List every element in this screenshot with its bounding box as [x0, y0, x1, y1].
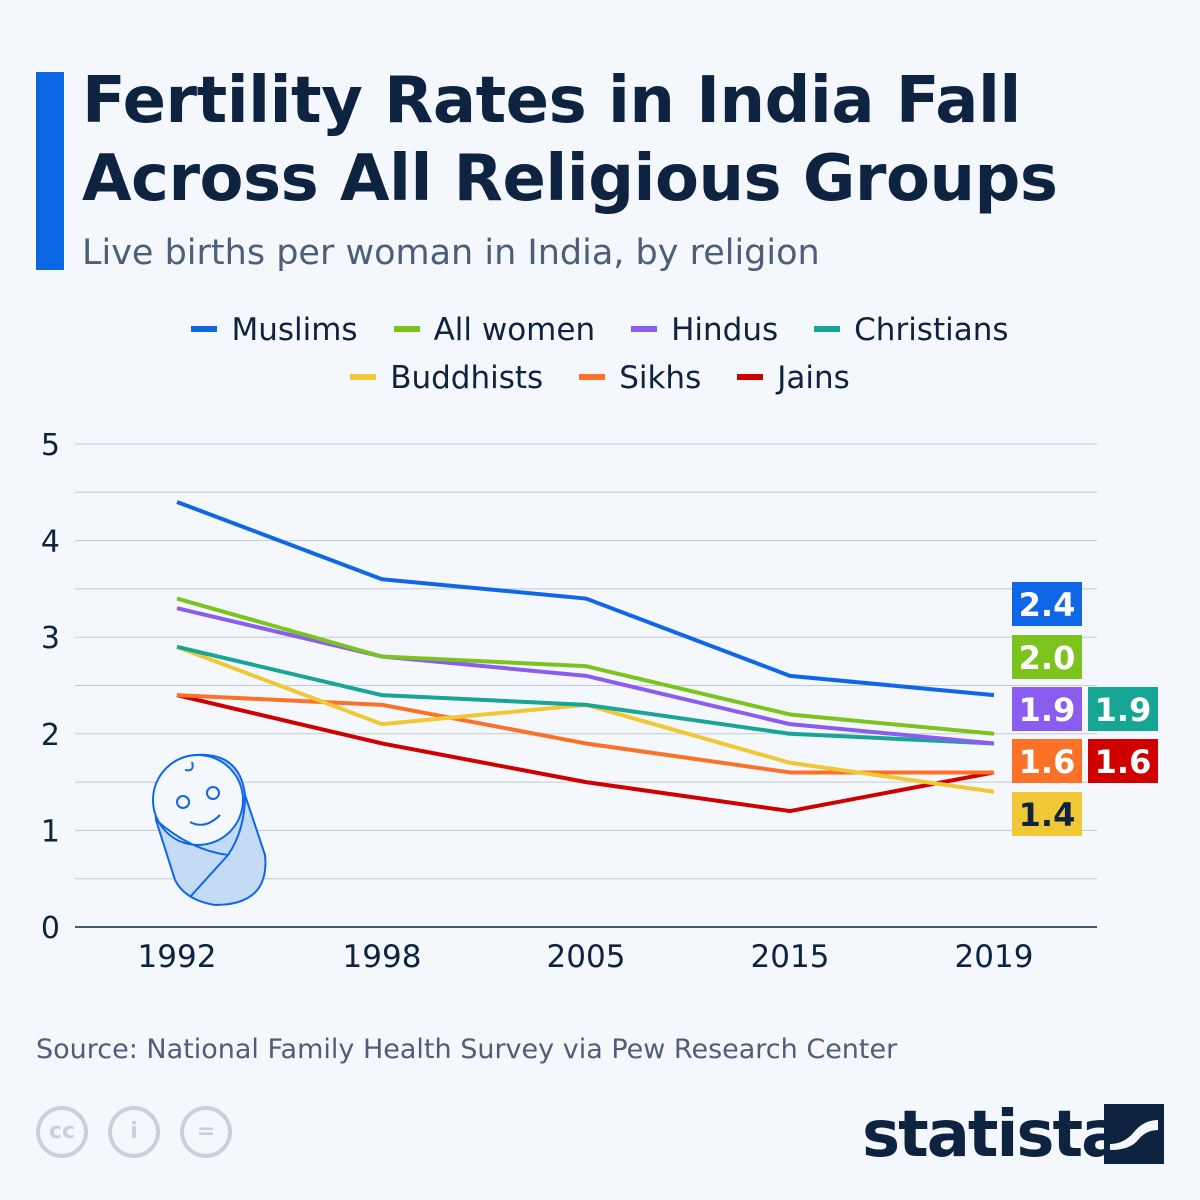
legend-label: Hindus	[671, 312, 779, 348]
end-label-box	[1088, 687, 1158, 731]
statista-logo-mark-icon	[1104, 1104, 1164, 1164]
y-tick-label: 0	[41, 911, 60, 946]
y-tick-label: 5	[41, 428, 60, 463]
y-tick-label: 2	[41, 718, 60, 753]
y-tick-label: 3	[41, 621, 60, 656]
legend-item-buddhists: Buddhists	[350, 360, 543, 396]
x-tick-label: 2005	[547, 939, 626, 975]
end-label-box	[1012, 582, 1082, 626]
series-line-muslims	[176, 500, 995, 698]
end-label-box	[1012, 635, 1082, 679]
series-line-hindus	[176, 606, 995, 746]
end-label-jains: 1.6	[1095, 743, 1152, 781]
source-note: Source: National Family Health Survey vi…	[36, 1034, 898, 1065]
no-derivatives-icon: =	[180, 1106, 232, 1158]
legend-item-muslims: Muslims	[191, 312, 358, 348]
end-label-box	[1012, 739, 1082, 783]
legend-item-sikhs: Sikhs	[579, 360, 701, 396]
end-label-muslims: 2.4	[1019, 586, 1076, 624]
chart-title: Fertility Rates in India Fall Across All …	[82, 64, 1058, 216]
legend-label: Buddhists	[390, 360, 544, 396]
legend-item-jains: Jains	[737, 360, 850, 396]
legend-swatch	[393, 325, 420, 332]
legend-label: Christians	[854, 312, 1009, 348]
legend-swatch	[814, 325, 841, 332]
legend-swatch	[737, 373, 764, 380]
end-label-all-women: 2.0	[1019, 639, 1076, 677]
legend-label: All women	[433, 312, 596, 348]
end-label-box	[1012, 792, 1082, 836]
legend-item-all-women: All women	[393, 312, 596, 348]
attribution-icon: i	[108, 1106, 160, 1158]
statista-logo: statista	[862, 1098, 1124, 1172]
accent-bar	[36, 72, 64, 270]
legend-item-hindus: Hindus	[631, 312, 778, 348]
end-label-sikhs: 1.6	[1019, 743, 1076, 781]
legend-swatch	[579, 373, 606, 380]
line-chart: 0 1 2 3 4 5 1992 1998 2005 2015 2019 2.4 2.0 1.9 1.9 1.…	[41, 428, 1158, 975]
end-label-hindus: 1.9	[1019, 691, 1076, 729]
series-line-buddhists	[176, 644, 995, 794]
legend-row-1: Muslims All women Hindus Christians	[0, 312, 1200, 348]
legend-row-2: Buddhists Sikhs Jains	[0, 360, 1200, 396]
chart-subtitle: Live births per woman in India, by relig…	[82, 233, 820, 273]
x-tick-label: 2019	[955, 939, 1034, 975]
baby-icon	[152, 753, 267, 907]
series-line-christians	[176, 644, 995, 746]
y-tick-label: 1	[41, 814, 60, 849]
series-line-all-women	[176, 596, 995, 736]
end-label-christians: 1.9	[1095, 691, 1152, 729]
legend-label: Jains	[777, 360, 850, 396]
legend-item-christians: Christians	[814, 312, 1009, 348]
end-label-box	[1088, 739, 1158, 783]
legend-label: Muslims	[231, 312, 358, 348]
series-line-jains	[176, 693, 995, 814]
legend-swatch	[350, 373, 377, 380]
legend-label: Sikhs	[619, 360, 702, 396]
legend-swatch	[631, 325, 658, 332]
end-label-buddhists: 1.4	[1019, 796, 1076, 834]
x-tick-label: 1998	[343, 939, 422, 975]
x-tick-label: 1992	[138, 939, 217, 975]
end-label-box	[1012, 687, 1082, 731]
cc-icon: cc	[36, 1106, 88, 1158]
legend-swatch	[191, 325, 218, 332]
y-tick-label: 4	[41, 525, 60, 560]
x-tick-label: 2015	[751, 939, 830, 975]
